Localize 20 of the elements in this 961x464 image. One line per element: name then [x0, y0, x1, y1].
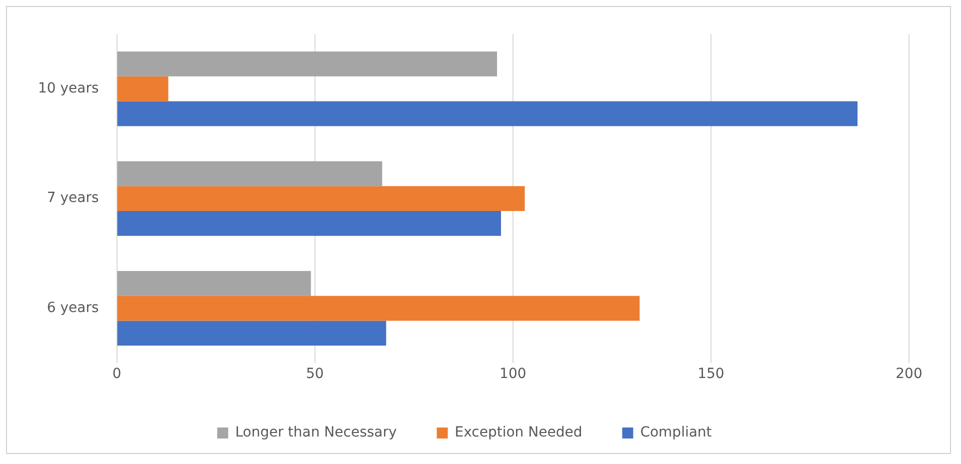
y-tick-label: 6 years [46, 300, 99, 316]
y-tick-label: 10 years [38, 80, 99, 97]
bar [117, 101, 858, 126]
x-tick-label: 150 [698, 366, 724, 382]
bar [117, 52, 498, 76]
bar [117, 211, 502, 236]
bar [117, 296, 640, 321]
legend-label: Compliant [640, 424, 712, 441]
x-tick-label: 0 [112, 366, 122, 382]
y-tick-label: 7 years [46, 190, 99, 206]
bar [117, 271, 311, 296]
legend-label: Longer than Necessary [235, 424, 397, 441]
x-tick-label: 50 [306, 366, 324, 382]
bar [117, 161, 382, 186]
legend-label: Exception Needed [454, 424, 582, 441]
bar [117, 76, 168, 102]
bar [117, 320, 386, 346]
bar [117, 186, 525, 212]
x-tick-label: 100 [500, 366, 526, 382]
x-tick-label: 200 [896, 366, 922, 382]
